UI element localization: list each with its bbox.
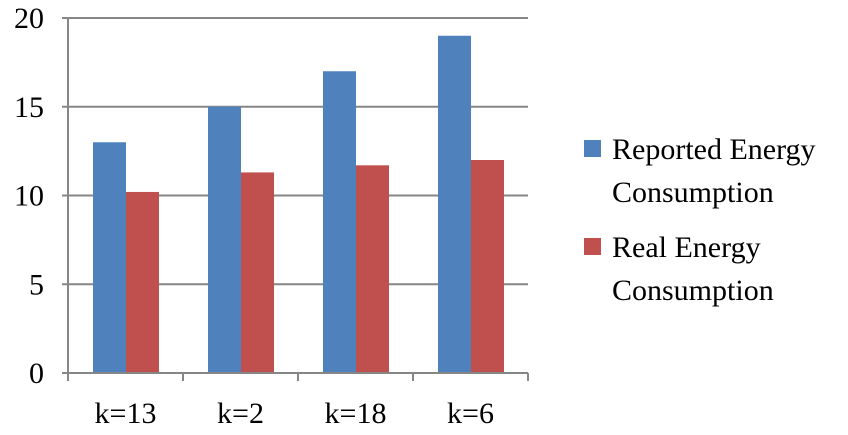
y-tick-label: 20 — [14, 2, 44, 35]
legend-swatch — [584, 238, 601, 255]
y-tick-label: 15 — [14, 91, 44, 124]
x-tick-label: k=13 — [95, 397, 157, 430]
bar — [208, 106, 241, 373]
x-tick-labels: k=13 k=2 k=18 k=6 — [95, 397, 494, 430]
bars — [93, 35, 504, 373]
legend: Reported Energy Consumption Real Energy Con… — [584, 133, 816, 307]
x-tick-label: k=6 — [447, 397, 494, 430]
legend-label: Consumption — [612, 274, 774, 307]
bar — [323, 71, 356, 373]
bar — [471, 160, 504, 373]
bar — [438, 35, 471, 373]
legend-swatch — [584, 140, 601, 157]
legend-label: Consumption — [612, 176, 774, 209]
x-tick-label: k=18 — [325, 397, 387, 430]
y-tick-label: 0 — [29, 357, 44, 390]
bar — [93, 142, 126, 373]
y-tick-label: 10 — [14, 180, 44, 213]
bar — [356, 165, 389, 373]
bar — [241, 172, 274, 373]
axes — [62, 17, 529, 381]
y-tick-labels: 0 5 10 15 20 — [14, 2, 44, 390]
x-tick-label: k=2 — [217, 397, 264, 430]
legend-label: Real Energy — [612, 231, 761, 264]
legend-label: Reported Energy — [612, 133, 816, 166]
bar — [126, 191, 159, 373]
y-tick-label: 5 — [29, 268, 44, 301]
